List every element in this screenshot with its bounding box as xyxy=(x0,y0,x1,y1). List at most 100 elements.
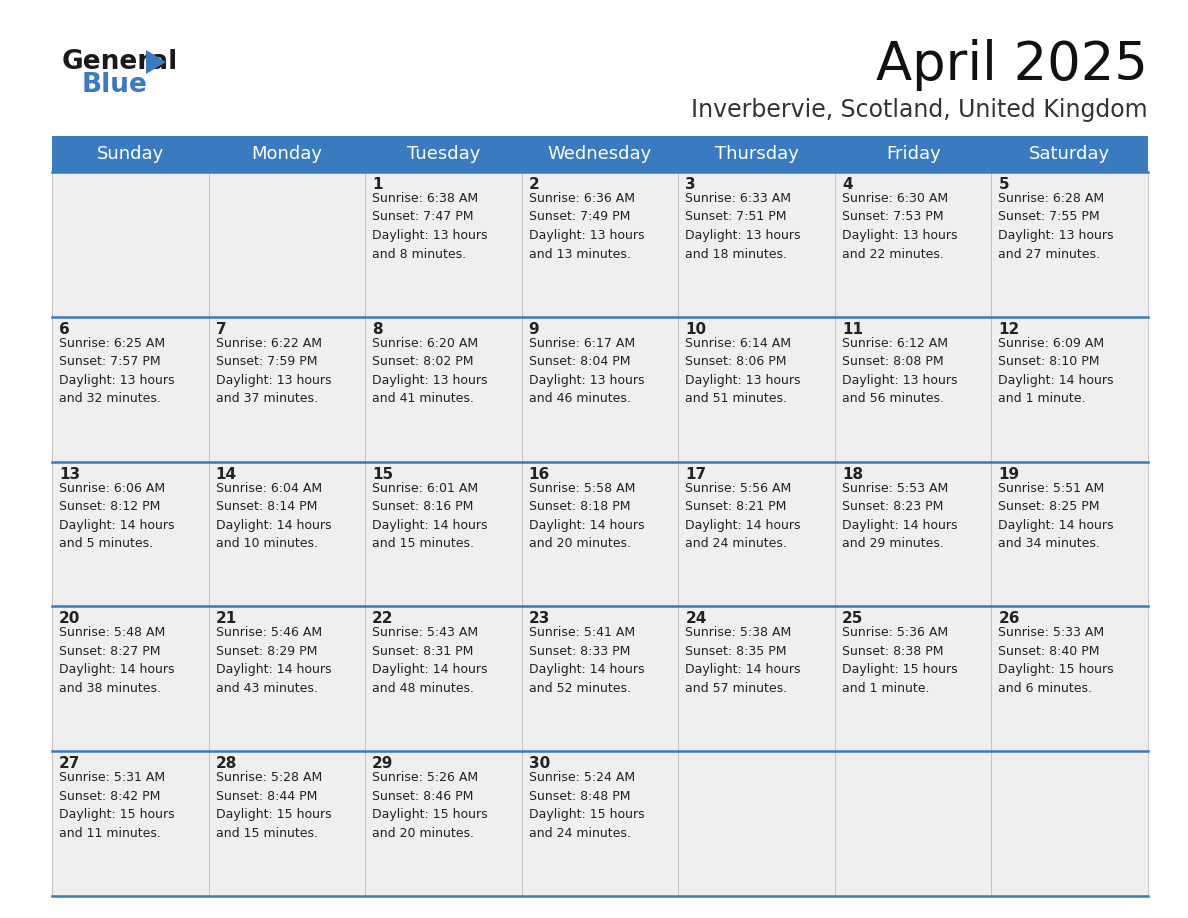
Bar xyxy=(52,462,209,607)
Bar xyxy=(992,607,1148,751)
Text: Sunrise: 6:22 AM
Sunset: 7:59 PM
Daylight: 13 hours
and 37 minutes.: Sunrise: 6:22 AM Sunset: 7:59 PM Dayligh… xyxy=(215,337,331,406)
Bar xyxy=(835,172,992,317)
Text: Sunrise: 5:53 AM
Sunset: 8:23 PM
Daylight: 14 hours
and 29 minutes.: Sunrise: 5:53 AM Sunset: 8:23 PM Dayligh… xyxy=(842,482,958,550)
Text: Sunrise: 5:26 AM
Sunset: 8:46 PM
Daylight: 15 hours
and 20 minutes.: Sunrise: 5:26 AM Sunset: 8:46 PM Dayligh… xyxy=(372,771,488,840)
Text: Sunrise: 6:28 AM
Sunset: 7:55 PM
Daylight: 13 hours
and 27 minutes.: Sunrise: 6:28 AM Sunset: 7:55 PM Dayligh… xyxy=(998,192,1114,261)
Text: 24: 24 xyxy=(685,611,707,626)
Bar xyxy=(52,751,209,896)
Text: 22: 22 xyxy=(372,611,393,626)
Text: Sunrise: 6:04 AM
Sunset: 8:14 PM
Daylight: 14 hours
and 10 minutes.: Sunrise: 6:04 AM Sunset: 8:14 PM Dayligh… xyxy=(215,482,331,550)
Bar xyxy=(522,607,678,751)
Text: Friday: Friday xyxy=(886,145,941,163)
Text: 19: 19 xyxy=(998,466,1019,482)
Text: 11: 11 xyxy=(842,322,862,337)
Text: 14: 14 xyxy=(215,466,236,482)
Bar xyxy=(522,462,678,607)
Bar xyxy=(365,172,522,317)
Text: 25: 25 xyxy=(842,611,864,626)
Bar xyxy=(209,607,365,751)
Bar xyxy=(835,607,992,751)
Text: Sunrise: 5:56 AM
Sunset: 8:21 PM
Daylight: 14 hours
and 24 minutes.: Sunrise: 5:56 AM Sunset: 8:21 PM Dayligh… xyxy=(685,482,801,550)
Text: 1: 1 xyxy=(372,177,383,192)
Text: 5: 5 xyxy=(998,177,1009,192)
Text: Wednesday: Wednesday xyxy=(548,145,652,163)
Text: 29: 29 xyxy=(372,756,393,771)
Text: 23: 23 xyxy=(529,611,550,626)
Text: 28: 28 xyxy=(215,756,236,771)
Text: Sunrise: 5:38 AM
Sunset: 8:35 PM
Daylight: 14 hours
and 57 minutes.: Sunrise: 5:38 AM Sunset: 8:35 PM Dayligh… xyxy=(685,626,801,695)
Bar xyxy=(365,607,522,751)
Text: Sunrise: 5:48 AM
Sunset: 8:27 PM
Daylight: 14 hours
and 38 minutes.: Sunrise: 5:48 AM Sunset: 8:27 PM Dayligh… xyxy=(59,626,175,695)
Text: Thursday: Thursday xyxy=(715,145,798,163)
Text: 13: 13 xyxy=(59,466,80,482)
Text: 7: 7 xyxy=(215,322,226,337)
Text: Sunrise: 6:09 AM
Sunset: 8:10 PM
Daylight: 14 hours
and 1 minute.: Sunrise: 6:09 AM Sunset: 8:10 PM Dayligh… xyxy=(998,337,1114,406)
Text: Sunrise: 5:43 AM
Sunset: 8:31 PM
Daylight: 14 hours
and 48 minutes.: Sunrise: 5:43 AM Sunset: 8:31 PM Dayligh… xyxy=(372,626,487,695)
Text: Sunrise: 6:36 AM
Sunset: 7:49 PM
Daylight: 13 hours
and 13 minutes.: Sunrise: 6:36 AM Sunset: 7:49 PM Dayligh… xyxy=(529,192,644,261)
Bar xyxy=(992,751,1148,896)
Bar xyxy=(678,172,835,317)
Text: Sunday: Sunday xyxy=(96,145,164,163)
Bar xyxy=(678,607,835,751)
Text: 20: 20 xyxy=(59,611,81,626)
Text: Sunrise: 6:20 AM
Sunset: 8:02 PM
Daylight: 13 hours
and 41 minutes.: Sunrise: 6:20 AM Sunset: 8:02 PM Dayligh… xyxy=(372,337,487,406)
Bar xyxy=(835,462,992,607)
Text: 15: 15 xyxy=(372,466,393,482)
Bar xyxy=(52,317,209,462)
Bar xyxy=(522,751,678,896)
Bar xyxy=(209,751,365,896)
Text: 3: 3 xyxy=(685,177,696,192)
Bar xyxy=(209,462,365,607)
Text: Sunrise: 6:33 AM
Sunset: 7:51 PM
Daylight: 13 hours
and 18 minutes.: Sunrise: 6:33 AM Sunset: 7:51 PM Dayligh… xyxy=(685,192,801,261)
Text: Sunrise: 5:51 AM
Sunset: 8:25 PM
Daylight: 14 hours
and 34 minutes.: Sunrise: 5:51 AM Sunset: 8:25 PM Dayligh… xyxy=(998,482,1114,550)
Text: 30: 30 xyxy=(529,756,550,771)
Text: Sunrise: 5:28 AM
Sunset: 8:44 PM
Daylight: 15 hours
and 15 minutes.: Sunrise: 5:28 AM Sunset: 8:44 PM Dayligh… xyxy=(215,771,331,840)
Bar xyxy=(209,317,365,462)
Text: Saturday: Saturday xyxy=(1029,145,1111,163)
Text: 17: 17 xyxy=(685,466,707,482)
Bar xyxy=(835,317,992,462)
Text: 4: 4 xyxy=(842,177,853,192)
Bar xyxy=(365,317,522,462)
Bar xyxy=(522,317,678,462)
Bar xyxy=(678,462,835,607)
Polygon shape xyxy=(146,50,166,74)
Text: Sunrise: 5:33 AM
Sunset: 8:40 PM
Daylight: 15 hours
and 6 minutes.: Sunrise: 5:33 AM Sunset: 8:40 PM Dayligh… xyxy=(998,626,1114,695)
Bar xyxy=(52,172,209,317)
Bar xyxy=(992,462,1148,607)
Text: Tuesday: Tuesday xyxy=(406,145,480,163)
Text: 9: 9 xyxy=(529,322,539,337)
Text: Blue: Blue xyxy=(82,72,147,98)
Text: Sunrise: 5:24 AM
Sunset: 8:48 PM
Daylight: 15 hours
and 24 minutes.: Sunrise: 5:24 AM Sunset: 8:48 PM Dayligh… xyxy=(529,771,644,840)
Text: Sunrise: 5:31 AM
Sunset: 8:42 PM
Daylight: 15 hours
and 11 minutes.: Sunrise: 5:31 AM Sunset: 8:42 PM Dayligh… xyxy=(59,771,175,840)
Text: 16: 16 xyxy=(529,466,550,482)
Text: Sunrise: 6:06 AM
Sunset: 8:12 PM
Daylight: 14 hours
and 5 minutes.: Sunrise: 6:06 AM Sunset: 8:12 PM Dayligh… xyxy=(59,482,175,550)
Text: Sunrise: 6:25 AM
Sunset: 7:57 PM
Daylight: 13 hours
and 32 minutes.: Sunrise: 6:25 AM Sunset: 7:57 PM Dayligh… xyxy=(59,337,175,406)
Text: 26: 26 xyxy=(998,611,1020,626)
Bar xyxy=(52,136,1148,172)
Bar xyxy=(522,172,678,317)
Text: Sunrise: 5:41 AM
Sunset: 8:33 PM
Daylight: 14 hours
and 52 minutes.: Sunrise: 5:41 AM Sunset: 8:33 PM Dayligh… xyxy=(529,626,644,695)
Text: 10: 10 xyxy=(685,322,707,337)
Text: 18: 18 xyxy=(842,466,862,482)
Text: Sunrise: 6:38 AM
Sunset: 7:47 PM
Daylight: 13 hours
and 8 minutes.: Sunrise: 6:38 AM Sunset: 7:47 PM Dayligh… xyxy=(372,192,487,261)
Text: Sunrise: 5:36 AM
Sunset: 8:38 PM
Daylight: 15 hours
and 1 minute.: Sunrise: 5:36 AM Sunset: 8:38 PM Dayligh… xyxy=(842,626,958,695)
Text: Sunrise: 6:01 AM
Sunset: 8:16 PM
Daylight: 14 hours
and 15 minutes.: Sunrise: 6:01 AM Sunset: 8:16 PM Dayligh… xyxy=(372,482,487,550)
Bar xyxy=(678,751,835,896)
Bar xyxy=(52,607,209,751)
Text: Inverbervie, Scotland, United Kingdom: Inverbervie, Scotland, United Kingdom xyxy=(691,98,1148,122)
Text: Sunrise: 6:14 AM
Sunset: 8:06 PM
Daylight: 13 hours
and 51 minutes.: Sunrise: 6:14 AM Sunset: 8:06 PM Dayligh… xyxy=(685,337,801,406)
Text: Monday: Monday xyxy=(252,145,322,163)
Text: 21: 21 xyxy=(215,611,236,626)
Text: Sunrise: 5:58 AM
Sunset: 8:18 PM
Daylight: 14 hours
and 20 minutes.: Sunrise: 5:58 AM Sunset: 8:18 PM Dayligh… xyxy=(529,482,644,550)
Bar xyxy=(365,462,522,607)
Bar xyxy=(678,317,835,462)
Text: Sunrise: 6:17 AM
Sunset: 8:04 PM
Daylight: 13 hours
and 46 minutes.: Sunrise: 6:17 AM Sunset: 8:04 PM Dayligh… xyxy=(529,337,644,406)
Text: 6: 6 xyxy=(59,322,70,337)
Text: Sunrise: 5:46 AM
Sunset: 8:29 PM
Daylight: 14 hours
and 43 minutes.: Sunrise: 5:46 AM Sunset: 8:29 PM Dayligh… xyxy=(215,626,331,695)
Bar xyxy=(835,751,992,896)
Text: 8: 8 xyxy=(372,322,383,337)
Text: April 2025: April 2025 xyxy=(876,39,1148,91)
Text: Sunrise: 6:12 AM
Sunset: 8:08 PM
Daylight: 13 hours
and 56 minutes.: Sunrise: 6:12 AM Sunset: 8:08 PM Dayligh… xyxy=(842,337,958,406)
Text: 27: 27 xyxy=(59,756,81,771)
